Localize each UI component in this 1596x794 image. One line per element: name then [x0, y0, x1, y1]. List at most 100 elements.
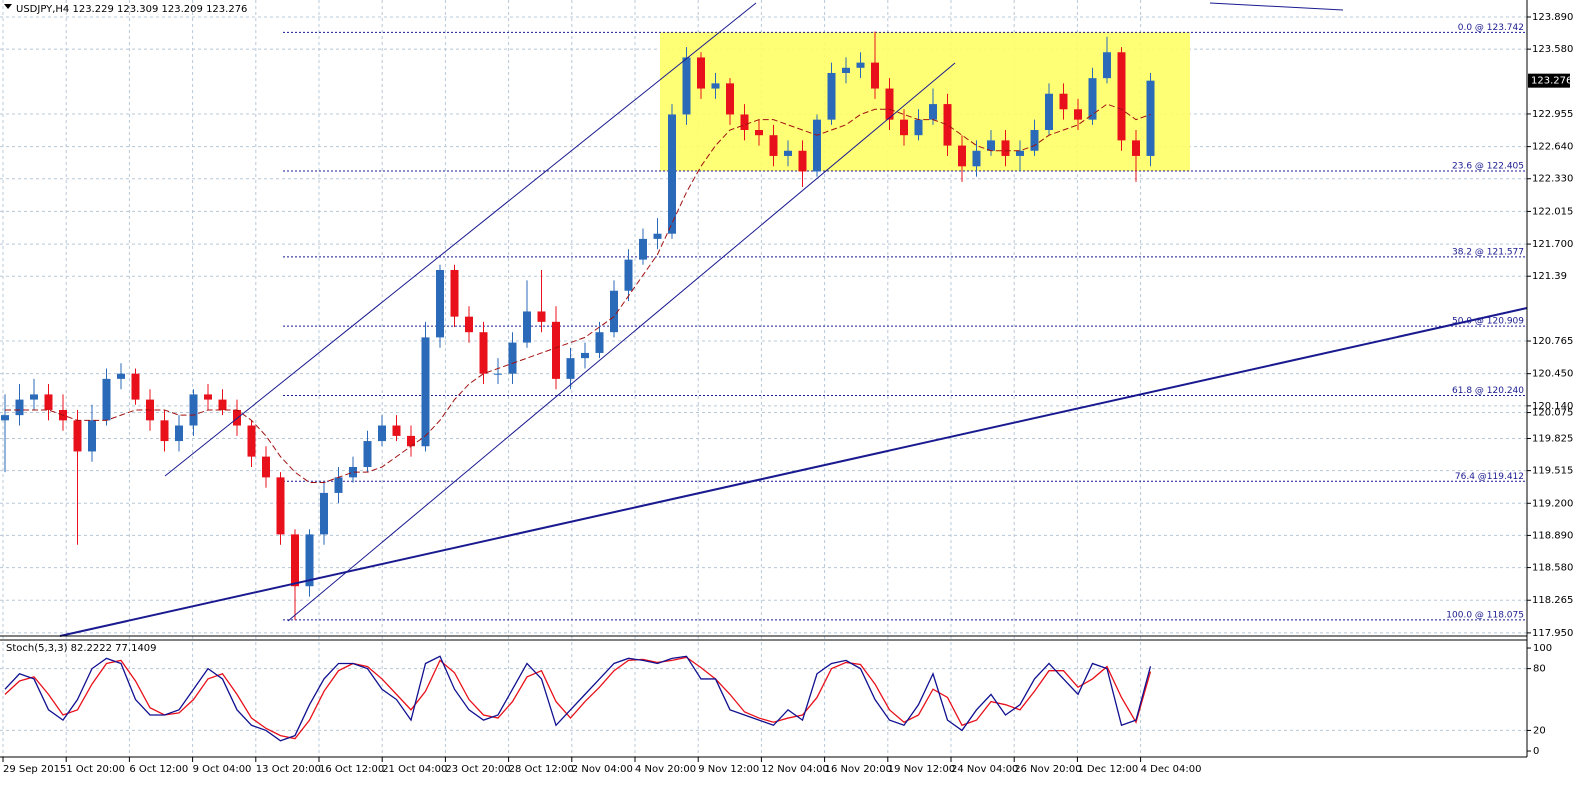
x-tick-label: 28 Oct 12:00 [509, 764, 574, 775]
y-tick-label: 119.200 [1532, 498, 1573, 509]
fib-label: 23.6 @ 122.405 [1452, 161, 1524, 171]
candle-body [334, 477, 343, 493]
candle-body [436, 269, 444, 338]
candle-body [639, 238, 647, 260]
candle-body [523, 311, 531, 343]
x-tick-label: 16 Nov 20:00 [825, 764, 892, 775]
candle-body [30, 394, 38, 400]
candle-body [668, 114, 676, 234]
y-tick-label: 122.015 [1532, 206, 1573, 217]
fib-label: 0.0 @ 123.742 [1458, 23, 1524, 33]
x-tick-label: 26 Nov 20:00 [1014, 764, 1081, 775]
candle-body [813, 119, 821, 172]
y-tick-label: 120.450 [1532, 369, 1573, 380]
candle-body [537, 311, 546, 322]
candle-body [987, 140, 995, 151]
candle-body [1088, 78, 1097, 120]
x-tick-label: 13 Oct 20:00 [256, 764, 321, 775]
candle-body [900, 119, 908, 136]
moving-average [5, 103, 1151, 484]
y-tick-label: 120.140 [1532, 401, 1573, 412]
candle-body [972, 150, 981, 167]
candle-body [595, 332, 604, 353]
candle-body [204, 394, 212, 400]
last-price-box [1528, 73, 1570, 88]
candle-body [1045, 93, 1053, 131]
candle-body [291, 534, 299, 587]
candle-body [305, 534, 314, 587]
y-tick-label: 122.640 [1532, 142, 1573, 153]
stochastic-line [4, 656, 1152, 740]
x-tick-label: 16 Oct 12:00 [319, 764, 384, 775]
range-zone [660, 32, 1190, 171]
x-tick-label: 21 Oct 04:00 [382, 764, 447, 775]
candle-body [450, 269, 459, 317]
trend-line-short [1209, 2, 1344, 11]
y-tick-label: 122.955 [1532, 109, 1573, 120]
fib-label: 61.8 @ 120.240 [1452, 386, 1524, 396]
fib-label: 76.4 @119.412 [1455, 472, 1524, 482]
candle-body [943, 104, 952, 146]
candle-body [1, 415, 9, 421]
x-tick-label: 19 Nov 12:00 [888, 764, 955, 775]
x-tick-label: 9 Nov 12:00 [698, 764, 759, 775]
candle-body [44, 394, 53, 410]
candle-body [218, 399, 227, 410]
candle-body [1074, 109, 1082, 120]
candle-body [769, 135, 778, 156]
y-tick-label: 120.765 [1532, 336, 1573, 347]
candle-body [88, 420, 96, 452]
x-tick-label: 4 Nov 20:00 [635, 764, 696, 775]
candle-body [1117, 52, 1126, 141]
x-tick-label: 9 Oct 04:00 [193, 764, 252, 775]
axes [0, 0, 1528, 758]
y-tick-label: 119.515 [1532, 466, 1573, 477]
y-tick-label: 117.950 [1532, 628, 1573, 639]
candle-body [262, 456, 270, 478]
x-tick-label: 12 Nov 04:00 [761, 764, 828, 775]
y-tick-label: 121.39 [1532, 271, 1567, 282]
channel-upper [164, 2, 757, 477]
candle-body [102, 378, 111, 421]
channel-lower [287, 62, 956, 622]
candle-body [175, 425, 183, 442]
candle-body [479, 332, 488, 374]
candle-body [755, 130, 763, 136]
candle-body [610, 290, 618, 333]
candle-body [914, 119, 923, 136]
fib-label: 50.0 @ 120.909 [1452, 317, 1524, 327]
candle-body [871, 62, 879, 89]
candle-body [726, 83, 734, 115]
y-tick-label: 118.580 [1532, 563, 1573, 574]
candle-body [711, 83, 720, 89]
candle-body [552, 321, 560, 379]
candle-body [1059, 93, 1068, 110]
x-tick-label: 2 Nov 04:00 [572, 764, 633, 775]
candle-body [784, 150, 792, 156]
candle-body [1001, 140, 1010, 156]
candle-body [581, 352, 589, 359]
candle-body [73, 420, 82, 452]
candle-body [697, 57, 705, 89]
candle-body [189, 394, 198, 426]
candle-body [15, 399, 24, 416]
candle-body [827, 72, 836, 120]
candle-body [378, 425, 386, 442]
chart-title: USDJPY,H4 123.229 123.309 123.209 123.27… [16, 4, 247, 15]
y-tick-label: 118.890 [1532, 530, 1573, 541]
y-tick-label: 20 [1533, 725, 1546, 736]
candle-body [682, 57, 691, 115]
candle-body [494, 373, 502, 375]
y-tick-label: 100 [1533, 643, 1552, 654]
candle-body [740, 114, 749, 131]
candle-body [885, 88, 894, 120]
candle-body [160, 420, 169, 442]
symbol-icon [4, 4, 12, 9]
trend-line [59, 307, 1528, 637]
fibonacci: 0.0 @ 123.742 23.6 @ 122.405 38.2 @ 121.57… [283, 23, 1527, 621]
candle-body [465, 316, 473, 333]
candle-body [131, 373, 140, 400]
y-tick-label: 118.265 [1532, 595, 1573, 606]
x-tick-label: 1 Oct 20:00 [66, 764, 125, 775]
candle-body [624, 259, 633, 291]
